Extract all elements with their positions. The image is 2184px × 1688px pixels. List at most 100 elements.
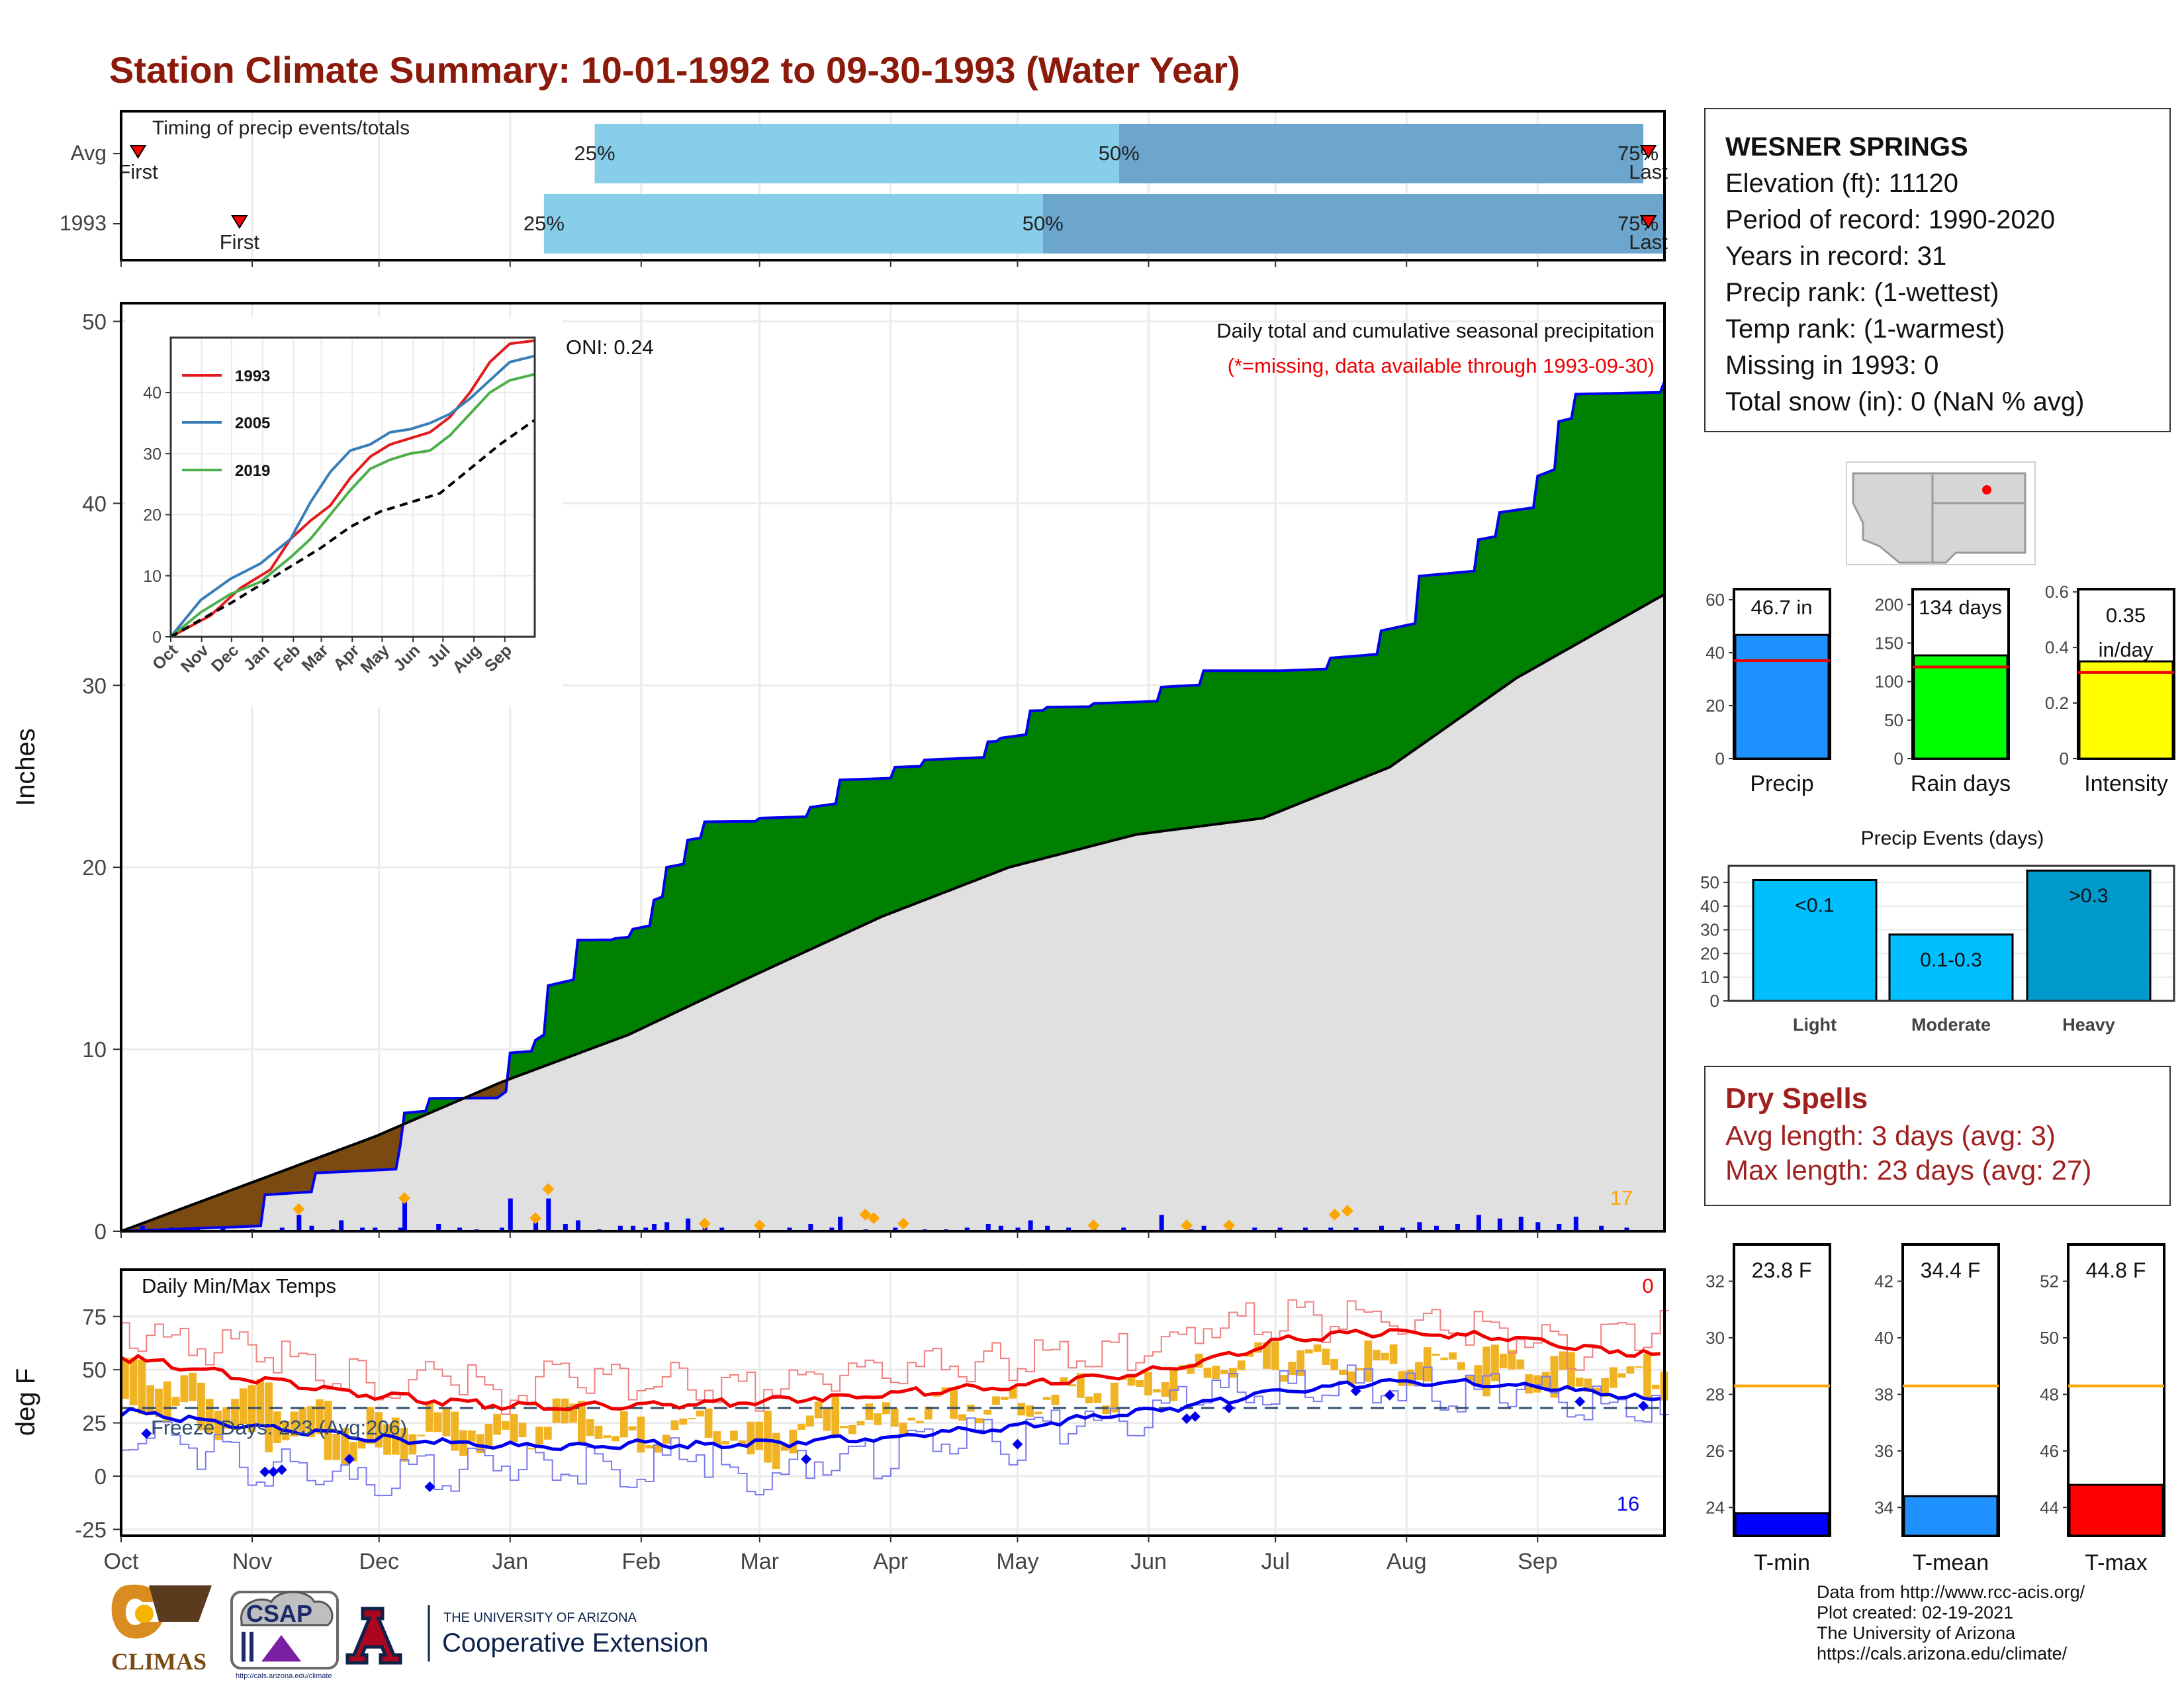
inset-legend-label: 1993: [235, 367, 270, 385]
temp-range-bar: [1415, 1362, 1423, 1381]
events-bar-value: 0.1-0.3: [1920, 949, 1981, 971]
daily-tmax-line: [121, 1299, 1669, 1415]
month-axis-label: Dec: [359, 1549, 398, 1574]
temp-range-bar: [1609, 1367, 1617, 1388]
precip-event-marker: [529, 1212, 542, 1225]
precip-y-tick-label: 0: [95, 1219, 107, 1244]
precip-frame: [120, 302, 1666, 1233]
daily-precip-bar: [457, 1227, 463, 1231]
footer-university: The University of Arizona: [1817, 1623, 2016, 1643]
precip-y-tick-label: 30: [82, 673, 107, 698]
precip-annotation: Daily total and cumulative seasonal prec…: [1216, 319, 1655, 342]
temp-range-bar: [1432, 1353, 1440, 1356]
last-event-marker: [1639, 215, 1657, 229]
daily-precip-bar: [664, 1222, 670, 1231]
daily-precip-bar: [1028, 1220, 1033, 1231]
temp-range-bar: [1440, 1357, 1449, 1360]
temp-range-bar: [163, 1381, 171, 1423]
first-event-label: First: [118, 160, 158, 183]
intensity-tick-label: 0.6: [2045, 582, 2069, 602]
precip-event-marker: [698, 1217, 711, 1230]
inset-legend-label: 2005: [235, 414, 270, 432]
temp-frame: [120, 1268, 1666, 1537]
precip-total-bar: [1734, 633, 1830, 760]
csap-url: http://cals.arizona.edu/climate: [236, 1672, 332, 1680]
temp-range-bar: [1237, 1360, 1246, 1370]
footer-url: https://cals.arizona.edu/climate/: [1817, 1644, 2068, 1664]
daily-precip-bar: [296, 1215, 302, 1231]
temp-range-bar: [1034, 1411, 1042, 1415]
month-axis-label: May: [996, 1549, 1038, 1574]
temp-event-marker: [1181, 1413, 1193, 1425]
daily-precip-bar: [398, 1227, 403, 1231]
precip-summary-bars: 0 20 40 60 Precip 0 50 100 150 200 Rain days 0 0.2 0.…: [1706, 582, 2175, 796]
temp-range-bar: [375, 1412, 383, 1448]
temp-range-bar: [1347, 1371, 1355, 1385]
month-axis-label: Sep: [1518, 1549, 1558, 1574]
daily-precip-bar: [1557, 1224, 1562, 1231]
station-total-snow: Total snow (in): 0 (NaN % avg): [1725, 387, 2085, 416]
last-event-label: Last: [1629, 230, 1668, 254]
temp-range-bar: [214, 1410, 222, 1440]
daily-precip-bar: [643, 1227, 649, 1231]
temp-range-bar: [307, 1406, 315, 1437]
temp-range-bar: [1355, 1368, 1364, 1371]
intensity-bar: [2078, 660, 2174, 760]
temp-range-bar: [1220, 1370, 1228, 1375]
month-axis-label: Apr: [873, 1549, 908, 1574]
events-bar-value: >0.3: [2069, 885, 2108, 907]
daily-precip-bar: [1015, 1227, 1021, 1231]
inset-y-tick-label: 20: [143, 506, 161, 525]
temp-range-bar: [1085, 1396, 1093, 1403]
temp-range-bar: [1601, 1378, 1609, 1397]
temp-range-bar: [628, 1426, 637, 1430]
temp-event-marker: [141, 1428, 152, 1439]
temp-range-bar: [1212, 1366, 1220, 1380]
temp-range-bar: [924, 1406, 933, 1420]
temp-range-bar: [586, 1419, 594, 1436]
temp-range-bar: [1076, 1373, 1085, 1398]
temp-range-bar: [1152, 1389, 1161, 1393]
university-of-arizona-logo: THE UNIVERSITY OF ARIZONA Cooperative Ex…: [345, 1605, 708, 1665]
temp-range-bar: [612, 1436, 619, 1442]
temp-min-tick-label: 26: [1706, 1441, 1725, 1461]
temp-range-bar: [426, 1402, 433, 1432]
average-tmin-line: [120, 1378, 1661, 1452]
temp-range-bar: [1423, 1347, 1432, 1382]
precip-y-tick-label: 50: [82, 309, 107, 334]
temp-range-bar: [298, 1407, 307, 1432]
temp-range-bar: [983, 1409, 992, 1415]
inset-legend-label: 2019: [235, 462, 270, 480]
temp-y-tick-label: -25: [75, 1517, 107, 1542]
temp-max-category-label: T-max: [2085, 1550, 2147, 1575]
temp-range-bar: [1643, 1353, 1651, 1399]
temp-range-bar: [1263, 1342, 1271, 1369]
temp-range-bar: [1313, 1344, 1322, 1352]
temp-range-bar: [814, 1401, 823, 1419]
temp-range-bar: [874, 1413, 882, 1425]
station-temp-rank: Temp rank: (1-warmest): [1725, 314, 2005, 344]
temp-range-bar: [890, 1408, 899, 1427]
temp-range-bar: [1102, 1405, 1111, 1415]
temp-range-bar: [121, 1358, 129, 1399]
events-y-tick-label: 50: [1700, 872, 1719, 892]
events-y-tick-label: 0: [1710, 991, 1719, 1011]
temp-event-marker: [268, 1466, 279, 1477]
climas-logo: CLIMAS: [111, 1584, 212, 1675]
temp-range-bar: [1617, 1373, 1626, 1378]
temp-max-tick-label: 48: [2040, 1384, 2059, 1404]
temp-min-tick-label: 32: [1706, 1272, 1725, 1291]
temp-range-bar: [1651, 1384, 1660, 1389]
rain-days-tick-label: 150: [1875, 633, 1903, 653]
temp-mean-tick-label: 40: [1874, 1328, 1893, 1348]
temp-min-value: 23.8 F: [1752, 1258, 1812, 1282]
temp-mean-category-label: T-mean: [1913, 1550, 1989, 1575]
precip-total-tick-label: 60: [1706, 590, 1725, 610]
temp-range-bar: [840, 1426, 848, 1429]
station-years: Years in record: 31: [1725, 242, 1947, 271]
daily-precip-bar: [1624, 1227, 1629, 1231]
temp-range-bar: [856, 1421, 865, 1426]
daily-tmin-line: [121, 1364, 1669, 1497]
intensity-category-label: Intensity: [2084, 771, 2168, 796]
temp-range-bar: [831, 1394, 840, 1437]
